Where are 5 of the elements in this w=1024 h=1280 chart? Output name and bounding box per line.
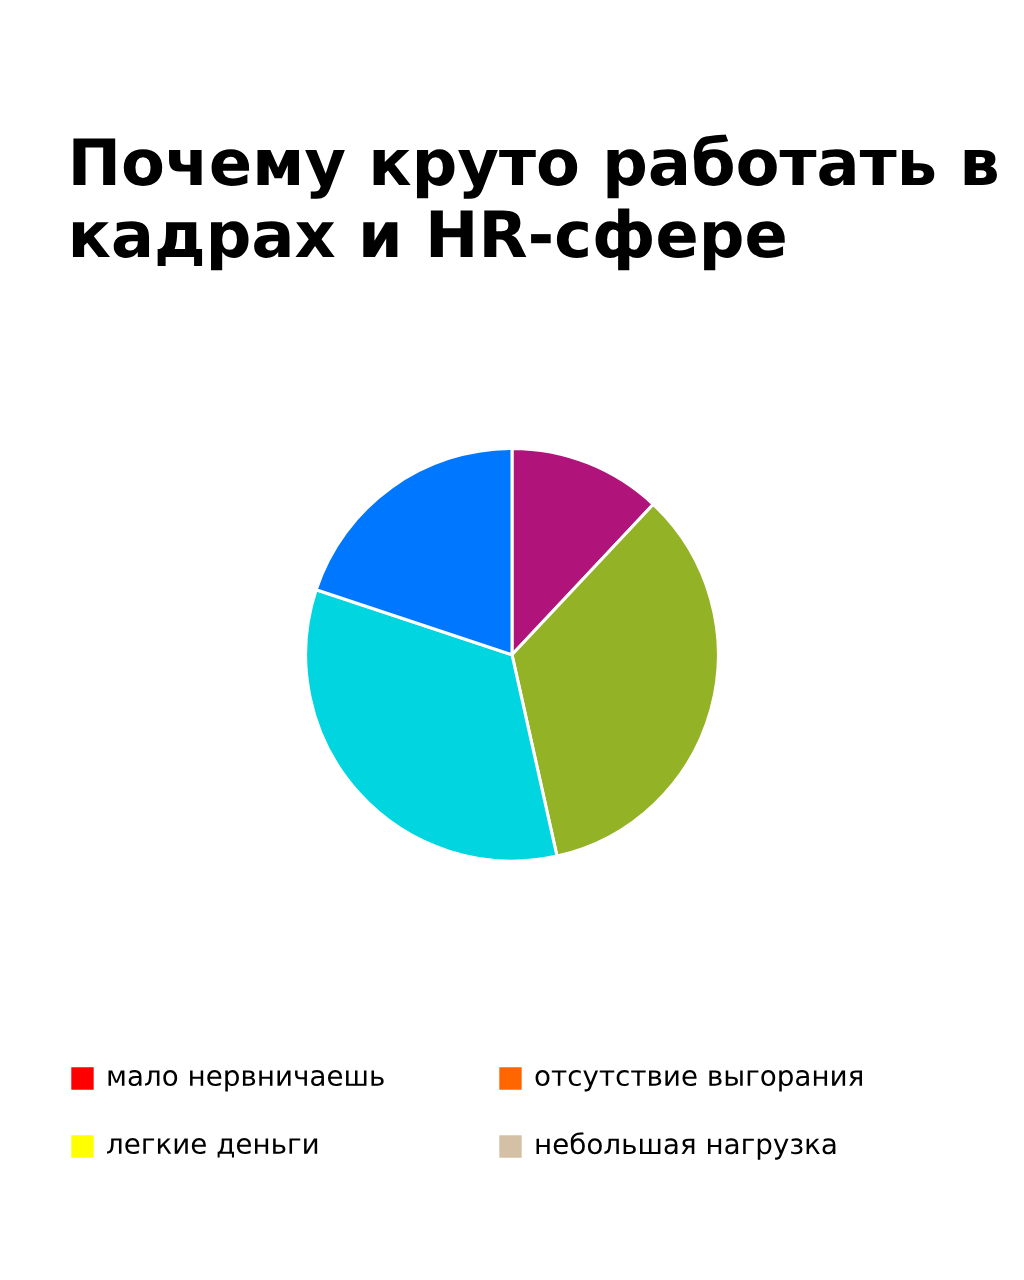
category-label: мало нервничаешь	[108, 1070, 384, 1092]
chart-title: Почему круто работать в кадрах и HR-сфере	[72, 134, 997, 271]
category-label: легкие деньги	[107, 1138, 318, 1158]
category-label: отсутствие выгорания	[535, 1070, 862, 1092]
category-label: небольшая нагрузка	[536, 1132, 836, 1160]
